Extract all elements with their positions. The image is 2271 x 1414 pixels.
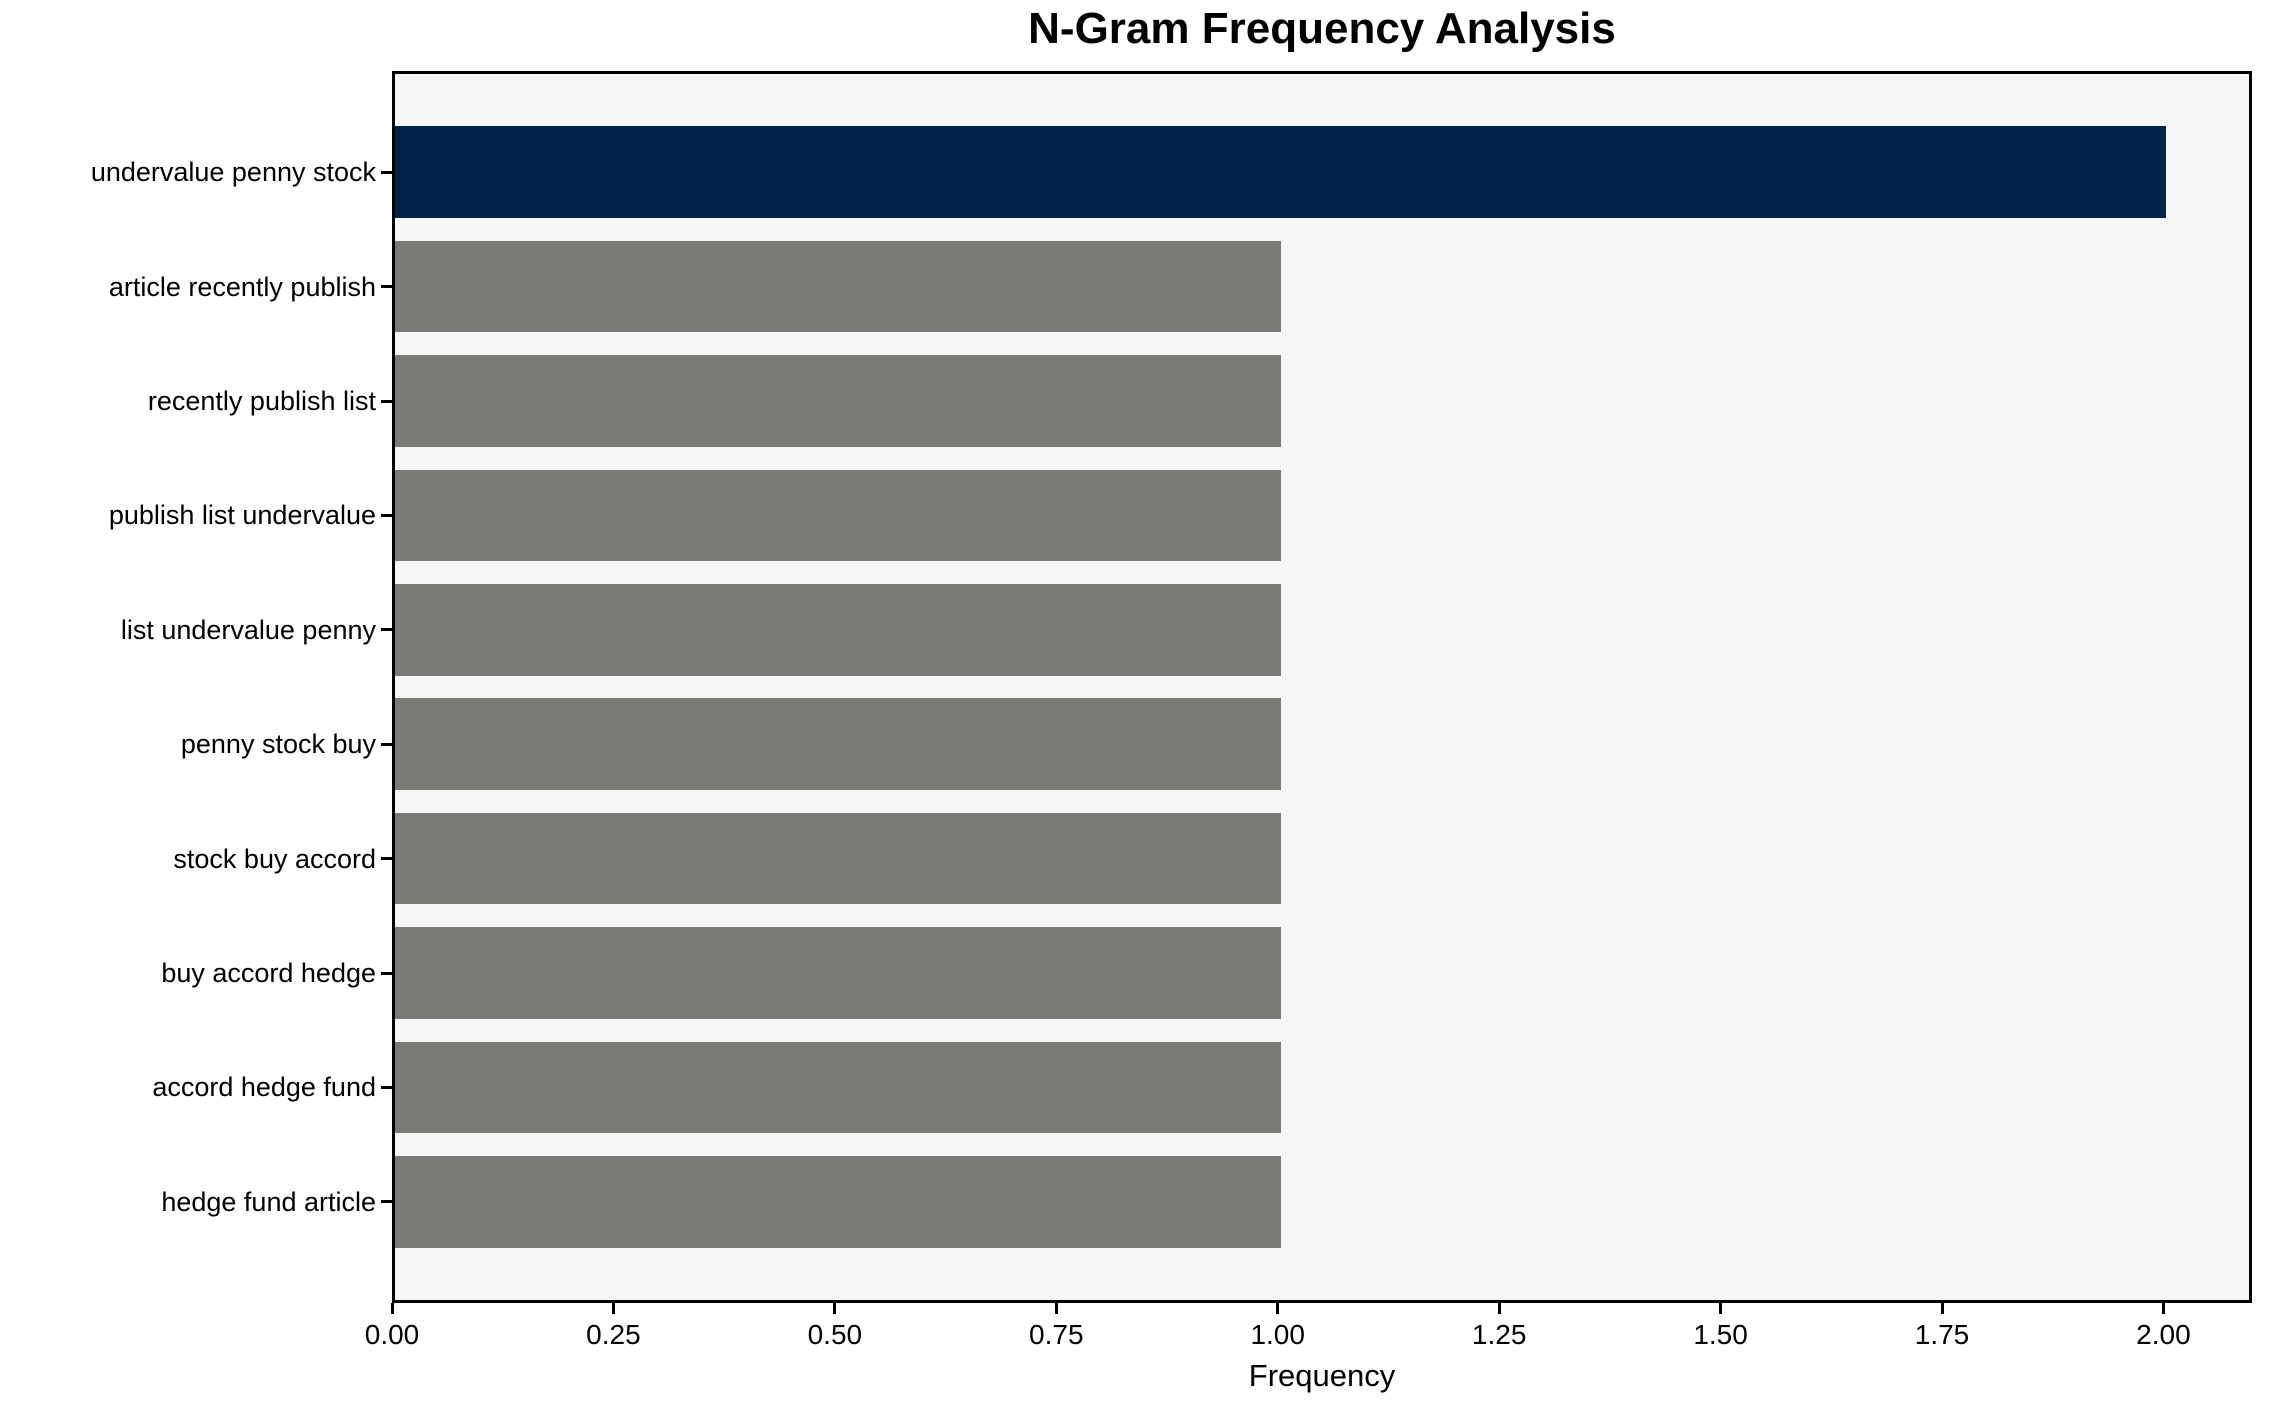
x-tick-label: 0.25	[586, 1319, 641, 1350]
bar	[395, 126, 2167, 218]
x-tick-label: 1.50	[1693, 1319, 1748, 1350]
x-tick-mark	[1940, 1303, 1944, 1314]
x-tick-label: 1.75	[1914, 1319, 1970, 1350]
bar	[395, 698, 1281, 790]
bar	[395, 355, 1281, 447]
chart-title: N-Gram Frequency Analysis	[1028, 4, 1616, 53]
bar	[395, 927, 1281, 1019]
y-tick-label: penny stock buy	[180, 729, 376, 760]
x-tick-label: 0.75	[1029, 1319, 1084, 1350]
y-tick-mark	[381, 170, 392, 174]
y-tick-mark	[381, 399, 392, 403]
y-tick-label: buy accord hedge	[161, 958, 376, 988]
y-tick-label: publish list undervalue	[108, 500, 376, 531]
y-tick-label: hedge fund article	[161, 1186, 376, 1217]
x-axis-label: Frequency	[1248, 1358, 1396, 1393]
y-tick-label: list undervalue penny	[120, 614, 376, 645]
x-tick-label: 0.50	[807, 1319, 863, 1350]
x-tick-mark	[1497, 1303, 1501, 1314]
x-tick-mark	[2161, 1303, 2165, 1314]
y-tick-mark	[381, 1085, 392, 1089]
x-tick-mark	[1054, 1303, 1058, 1314]
y-tick-mark	[381, 285, 392, 289]
bar	[395, 584, 1281, 676]
y-tick-label: recently publish list	[147, 386, 376, 416]
y-tick-mark	[381, 857, 392, 861]
y-tick-mark	[381, 971, 392, 975]
plot-area	[392, 71, 2252, 1303]
x-tick-mark	[611, 1303, 615, 1314]
x-tick-label: 0.00	[364, 1319, 420, 1350]
bar	[395, 812, 1281, 905]
y-tick-mark	[381, 628, 392, 632]
x-tick-mark	[1719, 1303, 1723, 1314]
y-tick-label: undervalue penny stock	[90, 157, 376, 188]
x-tick-mark	[1276, 1303, 1280, 1314]
y-tick-mark	[381, 1200, 392, 1204]
y-tick-mark	[381, 742, 392, 746]
x-tick-label: 2.00	[2136, 1319, 2191, 1350]
x-tick-label: 1.25	[1471, 1319, 1527, 1350]
bar	[395, 469, 1281, 562]
y-tick-mark	[381, 513, 392, 517]
bar	[395, 1156, 1281, 1248]
x-tick-label: 1.00	[1250, 1319, 1305, 1350]
x-tick-mark	[833, 1303, 837, 1314]
bar	[395, 1041, 1281, 1134]
y-tick-label: article recently publish	[108, 271, 376, 302]
y-tick-label: stock buy accord	[173, 843, 376, 874]
x-tick-mark	[390, 1303, 394, 1314]
y-tick-label: accord hedge fund	[152, 1072, 376, 1103]
bar	[395, 240, 1281, 333]
